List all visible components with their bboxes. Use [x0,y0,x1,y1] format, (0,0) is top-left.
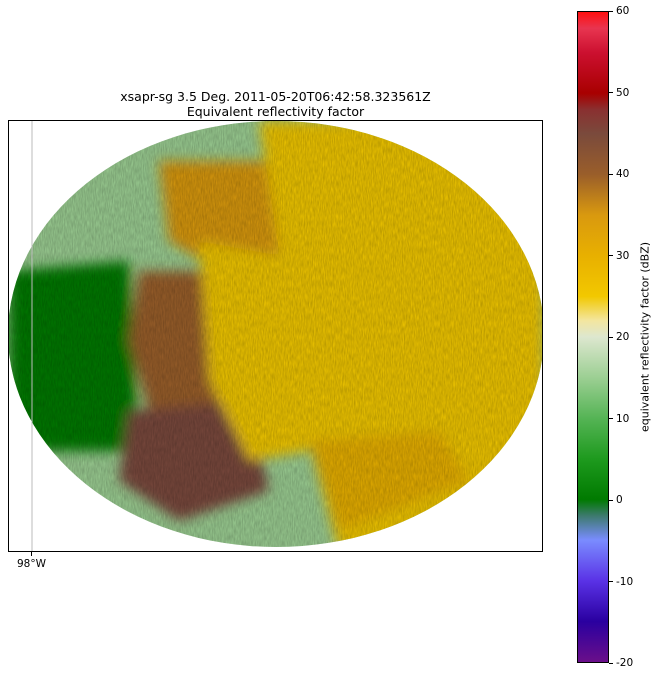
colorbar-tick-mark [609,92,613,93]
colorbar-tick-mark [609,255,613,256]
colorbar-tick-mark [609,173,613,175]
colorbar-tick-label: 50 [616,86,630,99]
x-tick-mark [31,552,32,556]
colorbar-tick-label: 0 [616,494,623,506]
plot-area [8,120,543,552]
ppi-texture [9,121,542,547]
colorbar-tick-mark [609,336,613,338]
colorbar-tick-mark [609,581,613,582]
colorbar-tick-label: 20 [616,331,630,343]
chart-subtitle: Equivalent reflectivity factor [186,104,365,119]
colorbar-tick-label: -10 [616,575,634,588]
colorbar-tick-label: -20 [616,657,634,669]
x-tick-label-98w: 98°W [17,558,46,570]
colorbar-tick-label: 40 [616,168,630,180]
colorbar-tick-label: 60 [616,5,630,17]
colorbar-tick-mark [609,10,613,12]
colorbar-label: equivalent reflectivity factor (dBZ) [638,241,652,433]
radar-ppi-svg [9,121,542,551]
chart-title: xsapr-sg 3.5 Deg. 2011-05-20T06:42:58.32… [120,89,431,104]
colorbar-tick-mark [609,418,613,419]
colorbar-tick-label: 30 [616,249,630,262]
colorbar-tick-mark [609,499,613,501]
colorbar [577,11,609,663]
colorbar-tick-mark [609,662,613,664]
colorbar-tick-label: 10 [616,412,630,425]
